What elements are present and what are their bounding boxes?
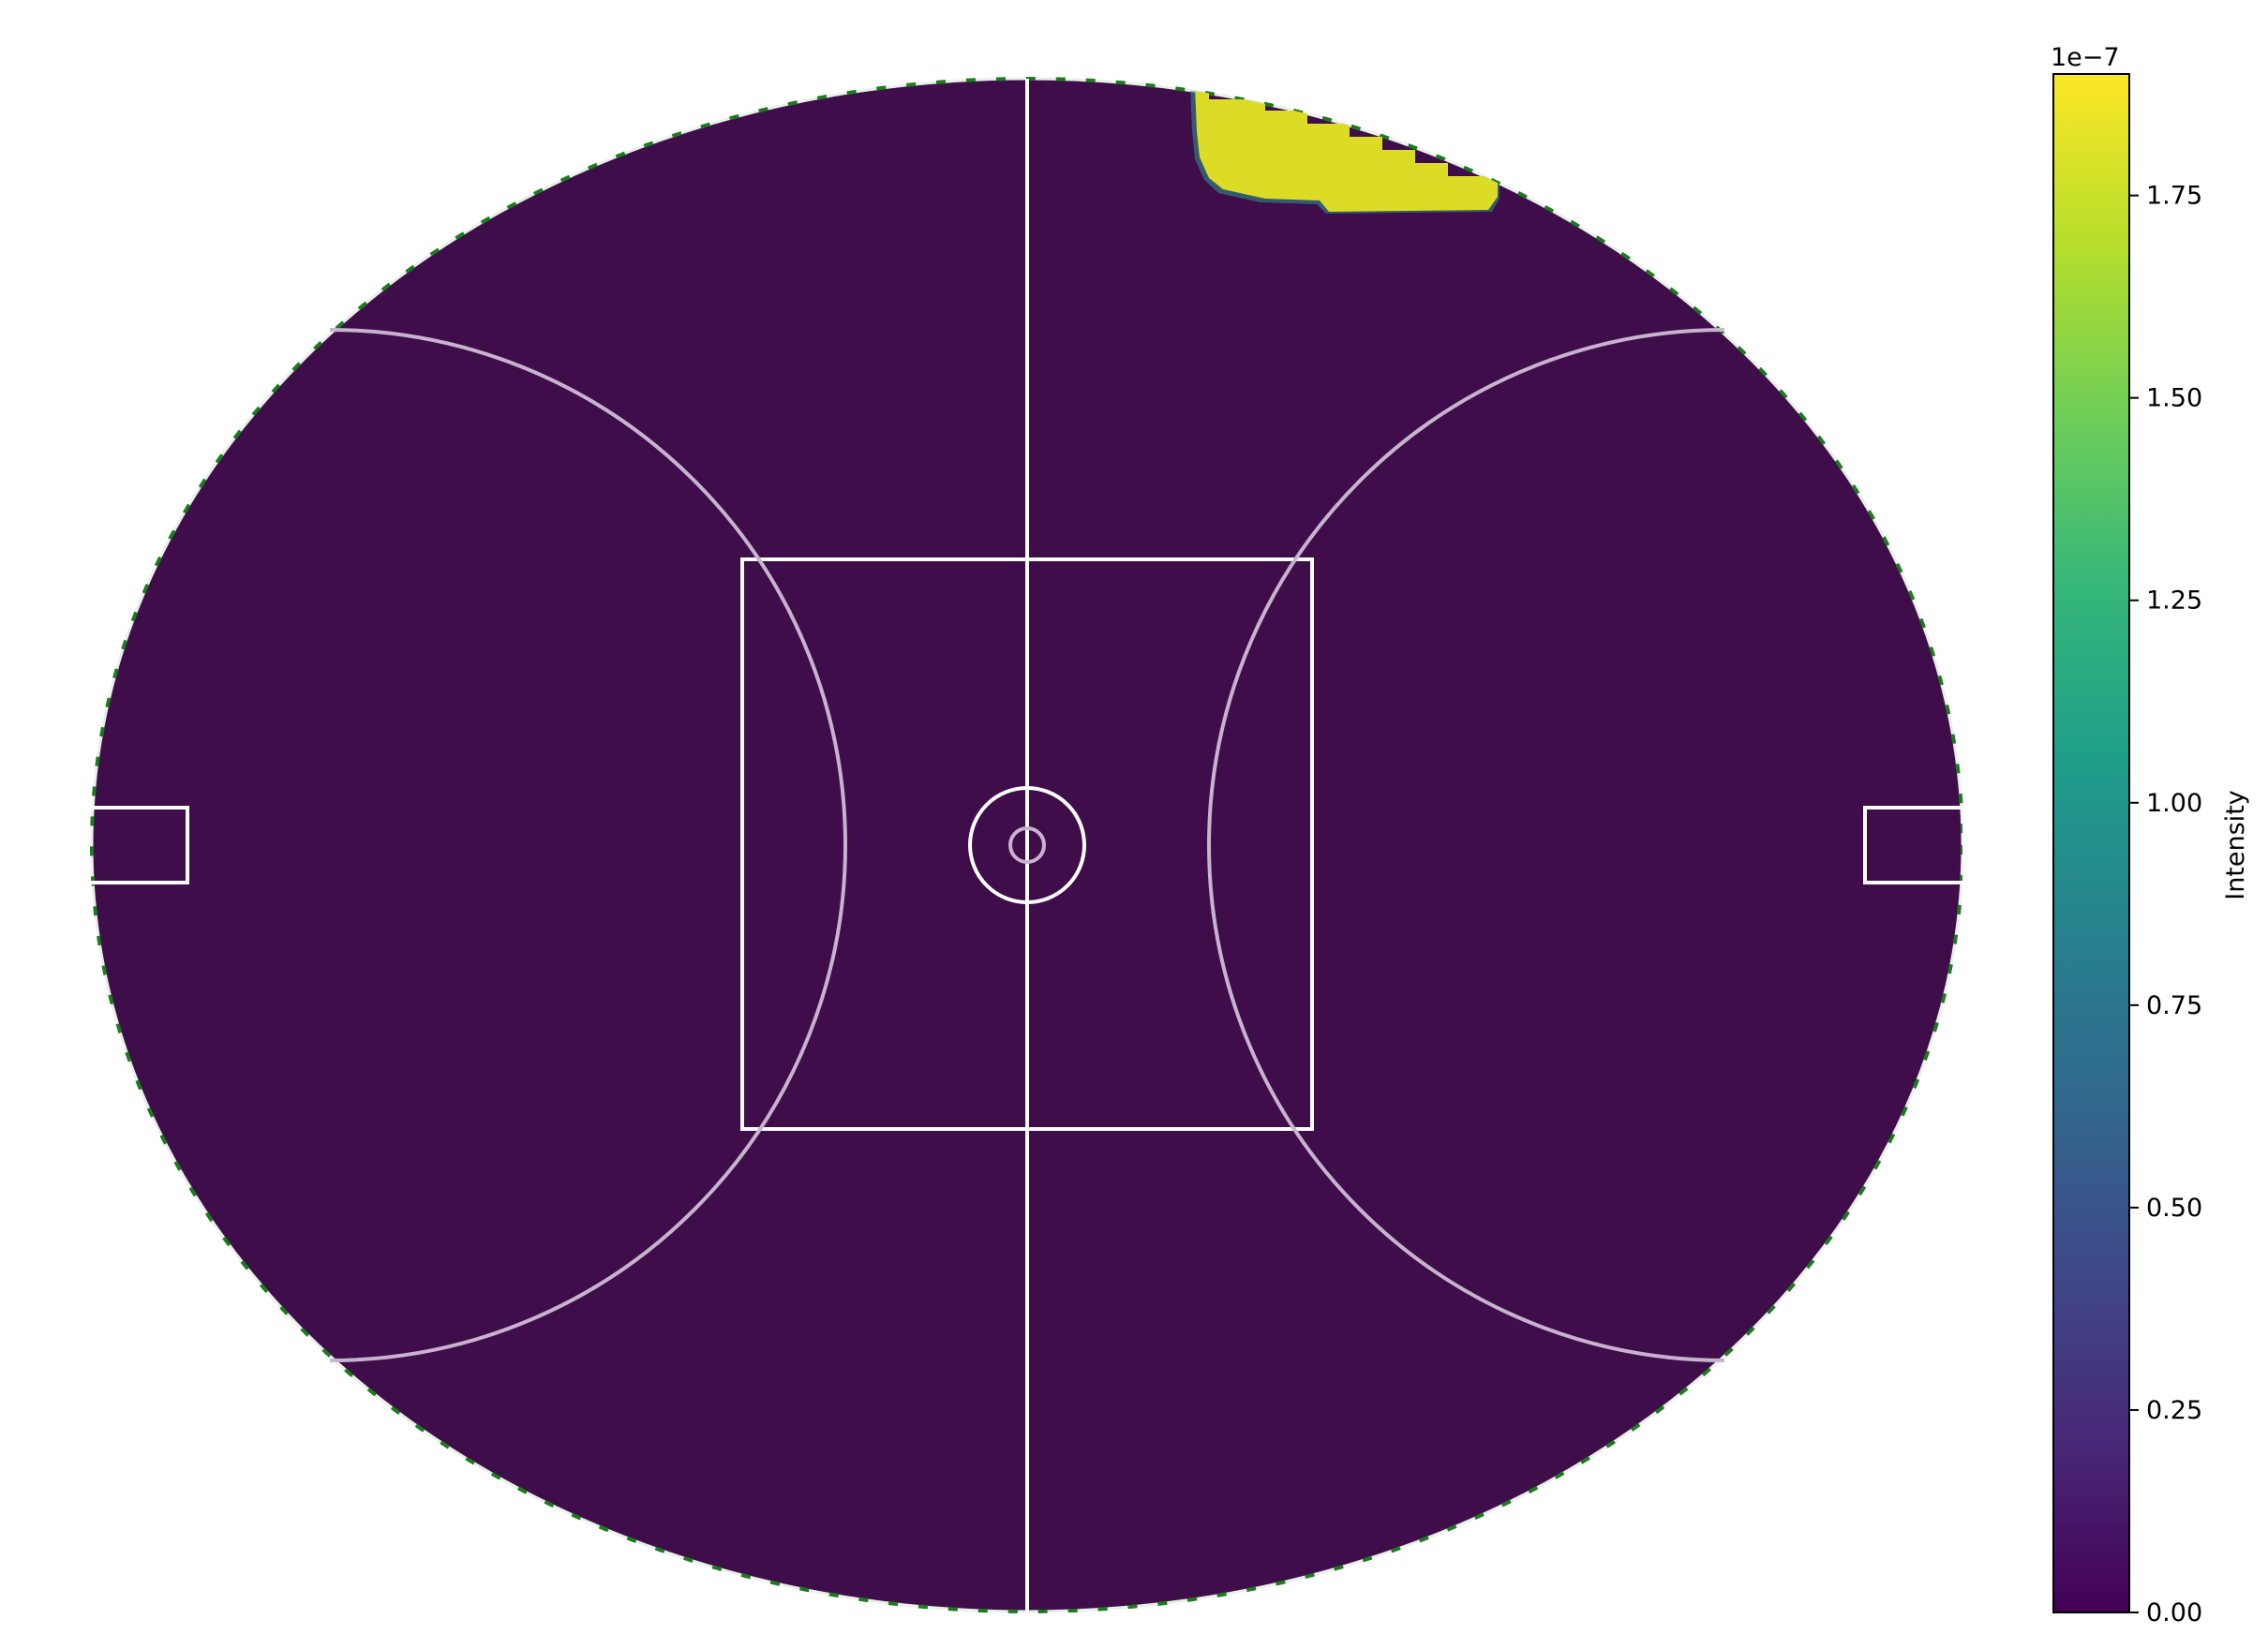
colorbar-label: Intensity xyxy=(2221,790,2250,900)
colorbar-tick-label: 0.50 xyxy=(2146,1194,2202,1223)
colorbar-tick-label: 1.75 xyxy=(2146,182,2202,211)
colorbar-ticks: 0.00 0.25 0.50 0.75 1.00 1.25 1.50 1.75 xyxy=(2129,182,2202,1627)
right-arc xyxy=(1207,328,1725,1362)
left-arc xyxy=(329,328,847,1362)
colorbar: 0.00 0.25 0.50 0.75 1.00 1.25 1.50 1.75 1e−7 In… xyxy=(2051,43,2250,1627)
center-circle xyxy=(968,786,1086,904)
left-goal-square xyxy=(86,806,189,884)
colorbar-tick-label: 1.25 xyxy=(2146,587,2202,616)
colorbar-tick-label: 0.75 xyxy=(2146,991,2202,1020)
colorbar-gradient xyxy=(2053,74,2129,1612)
colorbar-offset-text: 1e−7 xyxy=(2051,43,2120,72)
colorbar-tick-label: 0.00 xyxy=(2146,1598,2202,1627)
hotspot xyxy=(1190,86,1500,214)
colorbar-tick-label: 0.25 xyxy=(2146,1396,2202,1425)
colorbar-tick-label: 1.00 xyxy=(2146,789,2202,818)
right-goal-square xyxy=(1863,806,1966,884)
hotspot-core xyxy=(1195,86,1498,212)
center-square xyxy=(740,557,1314,1131)
field xyxy=(86,77,1966,1613)
colorbar-frame xyxy=(2052,73,2130,1613)
center-dot xyxy=(1008,826,1046,864)
colorbar-tick-label: 1.50 xyxy=(2146,384,2202,413)
